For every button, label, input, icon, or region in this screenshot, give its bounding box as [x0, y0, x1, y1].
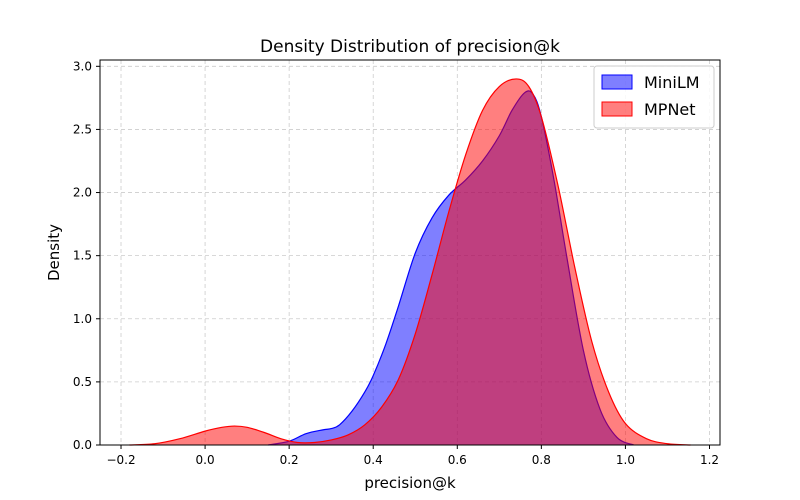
plot-frame [99, 59, 721, 446]
x-axis: −0.2 0.0 0.2 0.4 0.6 0.8 1.0 1.2 [106, 445, 719, 467]
line-mpnet [129, 78, 691, 446]
series-areas [129, 78, 691, 446]
x-tick-label: 0.6 [448, 453, 467, 467]
x-tick-label: −0.2 [106, 453, 135, 467]
y-axis-label: Density [45, 224, 63, 281]
y-axis: 0.0 0.5 1.0 1.5 2.0 2.5 3.0 [73, 59, 100, 452]
x-tick-label: 0.2 [280, 453, 299, 467]
y-tick-label: 2.5 [73, 122, 92, 136]
x-tick-label: 0.4 [364, 453, 383, 467]
y-tick-label: 3.0 [73, 59, 92, 73]
legend-label-minilm: MiniLM [644, 73, 700, 92]
y-tick-label: 0.5 [73, 375, 92, 389]
x-tick-label: 0.8 [532, 453, 551, 467]
x-tick-label: 1.2 [700, 453, 719, 467]
x-tick-label: 1.0 [616, 453, 635, 467]
x-axis-label: precision@k [364, 474, 456, 492]
x-tick-label: 0.0 [196, 453, 215, 467]
area-mpnet [129, 78, 691, 446]
y-tick-label: 1.0 [73, 312, 92, 326]
y-tick-label: 0.0 [73, 438, 92, 452]
legend-swatch-mpnet [601, 101, 633, 117]
y-tick-label: 2.0 [73, 186, 92, 200]
legend-swatch-minilm [601, 74, 633, 90]
legend: MiniLM MPNet [593, 65, 715, 129]
y-tick-label: 1.5 [73, 249, 92, 263]
legend-label-mpnet: MPNet [644, 100, 696, 119]
chart-title: Density Distribution of precision@k [260, 37, 560, 57]
